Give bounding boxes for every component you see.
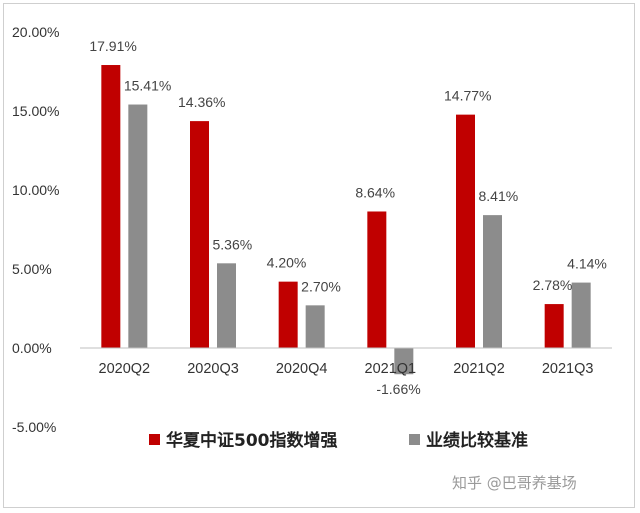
data-label: 8.41% (479, 188, 519, 204)
x-tick-label: 2020Q4 (276, 361, 328, 377)
bar-benchmark-2021Q2 (483, 215, 502, 348)
x-tick-label: 2021Q1 (365, 361, 417, 377)
y-tick-label: 5.00% (12, 261, 52, 277)
y-tick-label: 20.00% (12, 24, 59, 40)
bar-benchmark-2020Q4 (305, 305, 325, 348)
bar-benchmark-2021Q3 (571, 282, 591, 348)
x-tick-label: 2020Q2 (99, 361, 151, 377)
bar-index-2021Q2 (456, 114, 475, 348)
data-label: 14.36% (178, 94, 225, 110)
y-tick-label: -5.00% (12, 419, 56, 435)
legend-label-series-1: 华夏中证500指数增强 (166, 430, 338, 451)
data-label: 4.20% (267, 255, 307, 271)
legend-label-series-2: 业绩比较基准 (426, 430, 528, 451)
x-tick-label: 2021Q2 (453, 361, 505, 377)
bar-index-2020Q4 (278, 281, 298, 348)
data-label: 14.77% (444, 88, 491, 104)
x-axis-labels: 2020Q2 2020Q3 2020Q4 2021Q1 2021Q2 2021Q3 (99, 361, 594, 377)
bar-index-2021Q3 (544, 304, 564, 348)
data-label: -1.66% (376, 381, 420, 397)
bar-index-2020Q3 (190, 121, 209, 348)
bar-benchmark-2021Q1 (394, 348, 414, 375)
data-label: 8.64% (355, 184, 395, 200)
bar-benchmark-2020Q2 (128, 104, 148, 348)
data-label: 4.14% (567, 256, 607, 272)
y-tick-label: 0.00% (12, 340, 52, 356)
legend-swatch-series-1 (149, 434, 160, 445)
data-label: 5.36% (213, 236, 253, 252)
y-axis: 20.00% 15.00% 10.00% 5.00% 0.00% -5.00% (12, 24, 59, 435)
data-label: 2.70% (301, 278, 341, 294)
watermark: 知乎 @巴哥养基场 (452, 474, 577, 492)
data-label: 15.41% (124, 78, 171, 94)
bars (101, 65, 591, 375)
data-label: 17.91% (89, 38, 136, 54)
legend: 华夏中证500指数增强 业绩比较基准 (149, 430, 528, 451)
bar-index-2021Q1 (367, 211, 387, 348)
bar-index-2020Q2 (101, 65, 121, 348)
data-label: 2.78% (533, 277, 573, 293)
y-tick-label: 10.00% (12, 182, 59, 198)
x-tick-label: 2021Q3 (542, 361, 594, 377)
x-tick-label: 2020Q3 (187, 361, 239, 377)
legend-swatch-series-2 (409, 434, 420, 445)
data-labels: 17.91% 15.41% 14.36% 5.36% 4.20% 2.70% 8.64% -1… (89, 38, 607, 397)
y-tick-label: 15.00% (12, 103, 59, 119)
bar-benchmark-2020Q3 (217, 263, 236, 348)
